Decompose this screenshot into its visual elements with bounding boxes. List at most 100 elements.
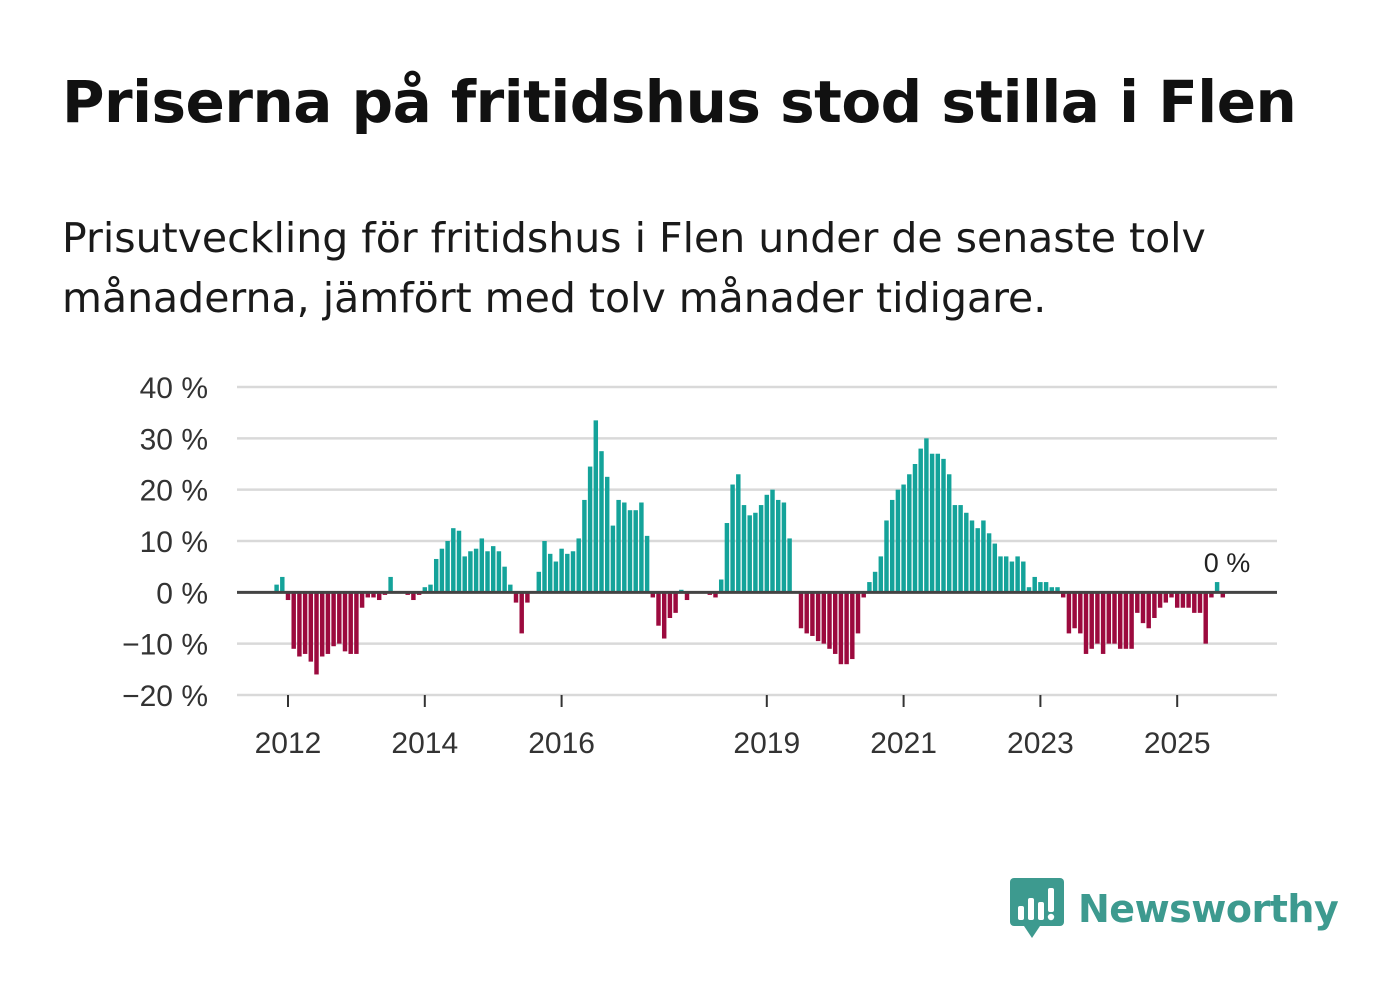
bar [1026,587,1032,593]
bar [770,489,775,593]
bar [325,592,331,654]
bars [274,420,1226,675]
bar [456,530,462,593]
bar [718,579,724,593]
bar [342,592,348,652]
bar [1003,556,1009,593]
y-tick-label: 30 % [140,423,208,456]
y-tick-label: −20 % [122,680,208,713]
bar [490,546,496,593]
bar [365,592,371,598]
bar [348,592,353,654]
bar-chart-icon [1010,878,1064,938]
chart-title: Priserna på fritidshus stod stilla i Fle… [62,68,1297,136]
bar [884,520,889,593]
bar [781,502,787,593]
bar [1214,582,1220,593]
bar [1186,592,1191,608]
bar [872,571,878,593]
bar [775,499,781,593]
bar [1152,592,1157,618]
bar [479,538,485,593]
bar [1100,592,1106,654]
bar [1055,587,1060,593]
bar [280,576,285,593]
x-tick-label: 2012 [255,727,322,760]
bar [462,556,467,593]
bar [644,535,650,593]
bar [599,451,604,593]
bar [422,587,428,593]
bar [667,592,673,618]
bar [758,505,764,593]
bar [439,548,445,593]
x-tick-label: 2016 [528,727,595,760]
bar [633,510,638,593]
bar [867,582,872,593]
bar [388,576,393,593]
bar [901,484,906,593]
bar [673,592,678,613]
y-tick-label: 20 % [140,475,208,508]
bar [622,502,627,593]
bar [1146,592,1151,629]
bar [1009,561,1015,593]
bar [593,420,599,593]
bar [291,592,296,649]
bar [952,505,958,593]
y-tick-label: 40 % [140,372,208,405]
bar [616,499,621,593]
bar [747,515,752,593]
x-tick-label: 2014 [391,727,458,760]
bar [553,561,559,593]
bar [986,533,992,593]
bar [587,466,593,593]
bar [1038,582,1043,593]
bar [1106,592,1112,644]
bar [1021,561,1026,593]
bar [804,592,809,634]
bar [604,476,610,593]
bar [559,548,564,593]
y-tick-label: −10 % [122,629,208,662]
bar [445,541,450,593]
y-axis-labels: −20 % −10 % 0 % 10 % 20 % 30 % 40 % [122,372,208,713]
bar [895,489,901,593]
bar [337,592,342,644]
bar [1174,592,1180,608]
bar [861,592,866,598]
bar [468,551,473,593]
bar [713,592,718,598]
brand-name: Newsworthy [1078,887,1339,931]
bar [992,543,998,593]
bar [314,592,319,675]
bar [650,592,656,598]
bar [1032,576,1037,593]
bar [542,541,547,593]
bar [1140,592,1146,624]
bar [1180,592,1186,608]
bar [878,556,884,593]
bar [1117,592,1123,649]
bar [981,520,986,593]
bar [946,474,952,593]
bar [741,505,747,593]
bar [838,592,844,665]
bar [855,592,861,634]
bar [496,551,502,593]
bar [912,464,918,593]
bar [1163,592,1169,603]
bar [736,474,741,593]
bar [451,528,456,593]
bar [1060,592,1066,598]
bar [724,523,730,593]
bar [850,592,855,660]
bar [502,566,507,593]
bar [536,571,542,593]
bar [319,592,325,657]
bar [1192,592,1197,613]
bar [433,558,439,593]
bar [1015,556,1020,593]
bar [610,525,616,593]
bar [753,512,758,593]
